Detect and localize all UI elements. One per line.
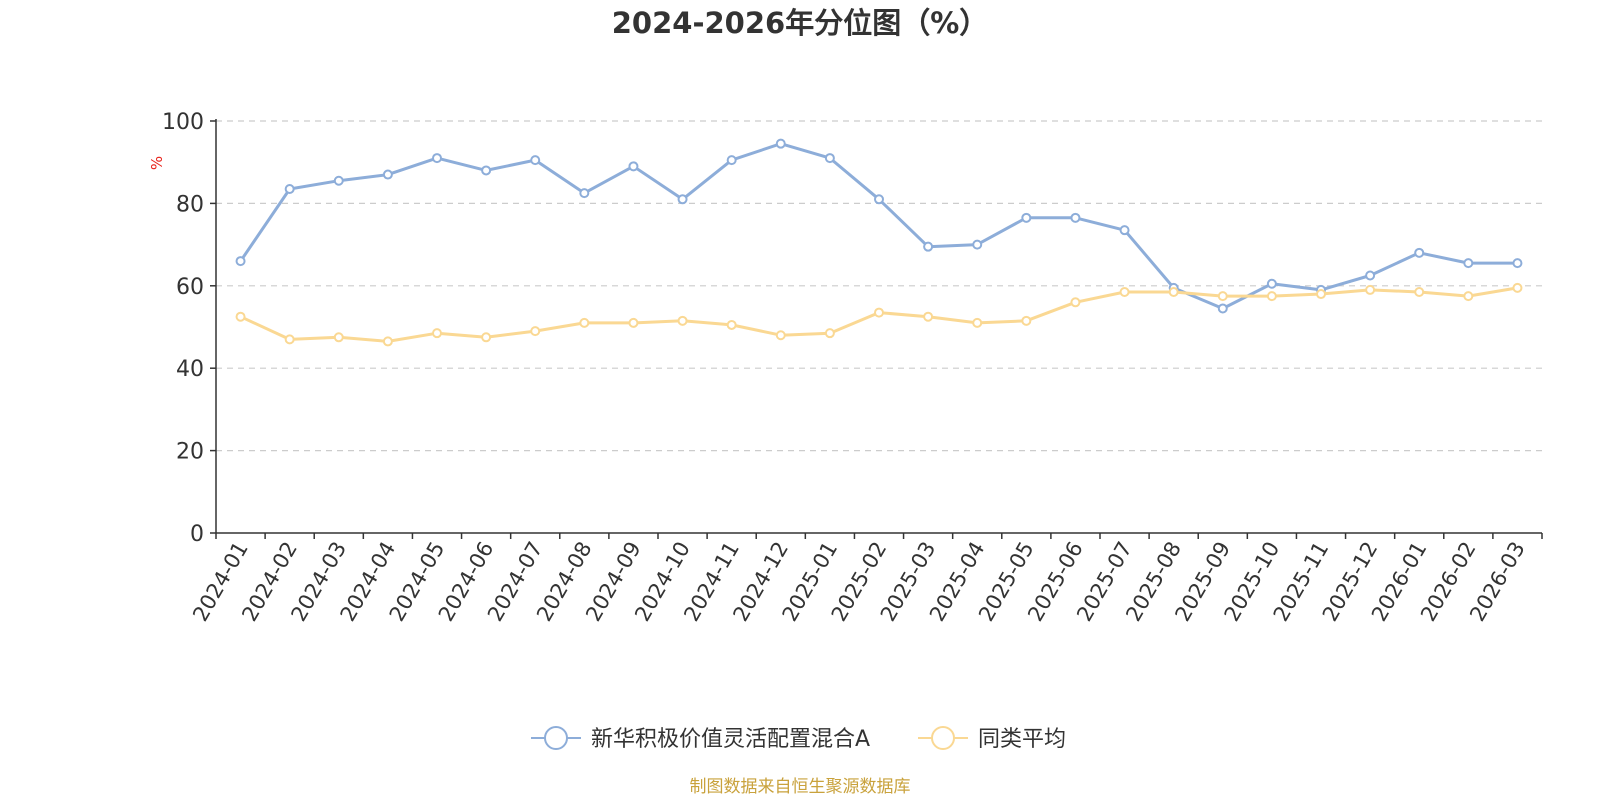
y-tick-label: 0 [190,522,204,547]
data-point[interactable] [824,153,835,164]
data-point[interactable] [432,153,442,164]
data-point[interactable] [382,169,393,180]
data-point[interactable] [284,334,295,345]
data-point[interactable] [382,336,393,347]
series-0 [235,138,1523,314]
data-point[interactable] [481,332,492,343]
data-point[interactable] [333,175,344,186]
data-point[interactable] [1266,291,1277,302]
data-point[interactable] [1365,270,1376,281]
data-point[interactable] [333,332,344,343]
source-note: 制图数据来自恒生聚源数据库 [690,777,911,797]
data-point[interactable] [628,317,639,328]
series-1 [235,282,1523,347]
data-point[interactable] [1414,247,1425,258]
data-point[interactable] [972,317,983,328]
data-point[interactable] [1119,286,1130,297]
data-point[interactable] [874,194,884,205]
data-point[interactable] [775,138,786,149]
chart-title: 2024-2026年分位图（%） [612,6,989,40]
data-point[interactable] [677,315,688,326]
legend-label: 同类平均 [978,727,1066,752]
legend-label: 新华积极价值灵活配置混合A [591,727,870,752]
data-point[interactable] [628,161,639,172]
legend-item-1[interactable]: 同类平均 [918,726,1066,752]
data-point[interactable] [1463,258,1474,269]
data-point[interactable] [530,326,541,337]
data-point[interactable] [530,155,541,166]
data-point[interactable] [726,319,737,330]
data-point[interactable] [775,330,786,341]
y-axis-label: % [148,156,166,170]
legend[interactable]: 新华积极价值灵活配置混合A 同类平均 [531,726,1066,752]
data-point[interactable] [1316,289,1326,300]
legend-swatch-marker [544,726,568,750]
y-tick-label: 60 [176,275,204,300]
data-point[interactable] [1021,315,1032,326]
data-point[interactable] [1217,303,1228,314]
data-point[interactable] [923,241,934,252]
y-tick-label: 100 [162,110,204,135]
data-point[interactable] [824,328,835,339]
data-point[interactable] [481,165,492,176]
data-point[interactable] [874,307,884,318]
axes: 0204060801002024-012024-022024-032024-04… [162,110,1543,625]
data-point[interactable] [677,194,688,205]
data-point[interactable] [1512,282,1523,293]
data-point[interactable] [972,239,983,250]
data-point[interactable] [579,188,590,199]
data-point[interactable] [1119,225,1130,236]
data-point[interactable] [1512,258,1523,269]
y-tick-label: 20 [176,440,204,465]
data-point[interactable] [1217,291,1228,302]
y-tick-label: 80 [176,192,204,217]
data-point[interactable] [579,317,590,328]
data-point[interactable] [1070,297,1081,308]
data-point[interactable] [1463,291,1474,302]
data-point[interactable] [1021,212,1032,223]
data-point[interactable] [432,328,442,339]
data-point[interactable] [1070,212,1081,223]
series-line [239,142,1518,310]
data-point[interactable] [284,183,295,194]
y-tick-label: 40 [176,357,204,382]
data-point[interactable] [235,256,246,267]
data-point[interactable] [1365,284,1376,295]
data-point[interactable] [235,311,246,322]
data-point[interactable] [726,155,737,166]
legend-swatch-marker [931,726,955,750]
data-point[interactable] [1266,278,1277,289]
series-lines [235,138,1523,347]
legend-item-0[interactable]: 新华积极价值灵活配置混合A [531,726,870,752]
grid-lines [216,120,1542,452]
data-point[interactable] [1414,286,1425,297]
data-point[interactable] [1168,286,1179,297]
data-point[interactable] [923,311,934,322]
